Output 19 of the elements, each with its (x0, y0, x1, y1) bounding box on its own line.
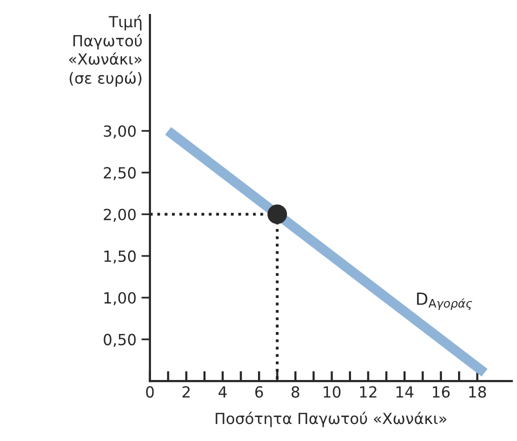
x-tick-label: 2 (182, 386, 190, 398)
x-tick-label: 4 (218, 386, 227, 398)
y-tick-label: 1,50 (104, 250, 136, 264)
x-tick-label: 6 (255, 386, 263, 398)
y-tick-label: 2,50 (104, 167, 136, 180)
x-tick-label: 8 (292, 386, 300, 398)
y-tick-label: 3,00 (104, 125, 136, 138)
x-tick-label: 16 (432, 386, 450, 398)
y-tick-label: 1,00 (104, 292, 136, 306)
x-tick-label: 14 (396, 386, 414, 398)
x-tick-label: 12 (360, 386, 376, 398)
y-tick-label: 0,50 (104, 334, 136, 347)
x-tick-label: 10 (324, 386, 340, 398)
y-axis-title: Τιμή Παγωτού «Χωνάκι» (σε ευρώ) (69, 14, 142, 87)
x-tick-label: 18 (469, 386, 486, 398)
annotation: D$_{Αγοράς}$ (417, 292, 472, 310)
x-axis-title: Ποσότητα Παγωτού «Χωνάκι» (216, 412, 446, 428)
x-tick-label: 0 (146, 386, 154, 398)
y-tick-label: 2,00 (104, 208, 136, 222)
